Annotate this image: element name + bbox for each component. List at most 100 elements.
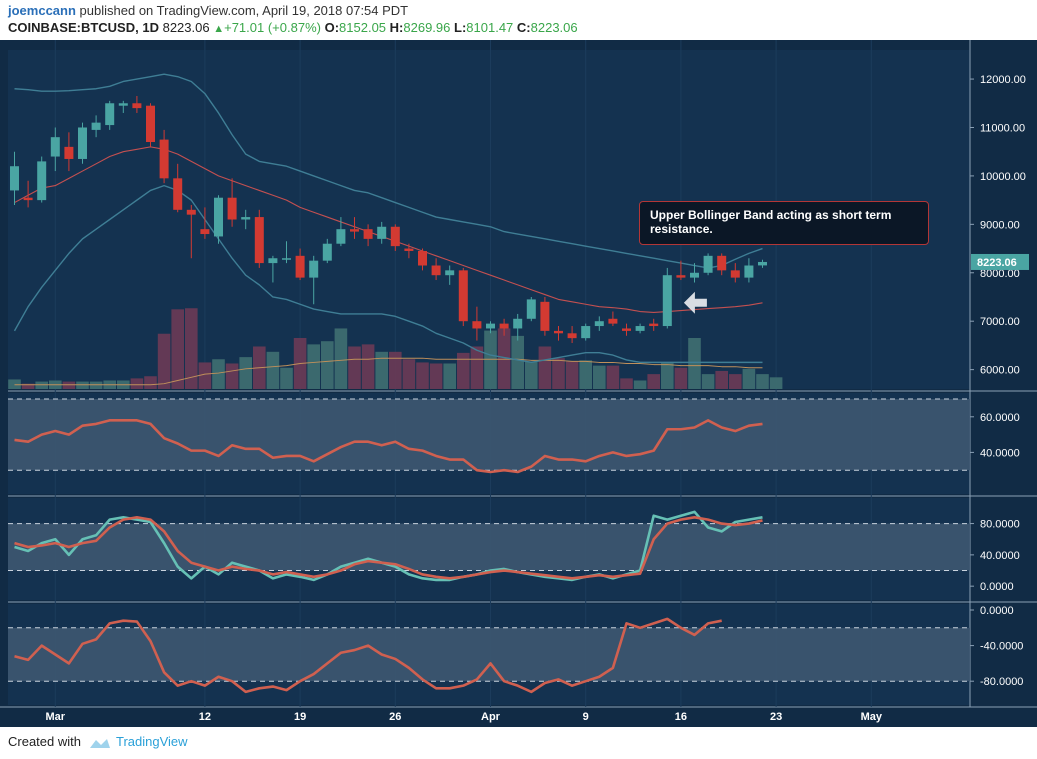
candle-body bbox=[608, 318, 618, 324]
high-label: H: bbox=[389, 20, 404, 35]
created-with-text: Created with bbox=[8, 734, 81, 749]
last-price-tag-label: 8223.06 bbox=[977, 257, 1017, 269]
candle-body bbox=[390, 226, 400, 247]
candle-body bbox=[730, 270, 740, 278]
candle-body bbox=[758, 261, 767, 266]
candle-body bbox=[513, 318, 523, 329]
volume-bar bbox=[742, 368, 756, 389]
volume-bar bbox=[688, 338, 701, 389]
bollinger-lower-line bbox=[13, 184, 763, 364]
cci-tick-label: -40.0000 bbox=[980, 641, 1023, 653]
date-tick-label: Mar bbox=[46, 711, 66, 723]
volume-bar bbox=[633, 380, 647, 389]
volume-bar bbox=[470, 346, 484, 389]
published-text: published on TradingView.com, April 19, … bbox=[79, 3, 409, 18]
symbol-line: COINBASE:BTCUSD, 1D 8223.06 ▲+71.01 (+0.… bbox=[8, 20, 578, 35]
left-arrow-icon bbox=[683, 291, 707, 314]
tradingview-cloud-icon bbox=[89, 738, 110, 748]
volume-bar bbox=[593, 365, 606, 389]
volume-bar bbox=[280, 367, 293, 389]
volume-bar bbox=[457, 352, 470, 389]
volume-bar bbox=[185, 308, 198, 389]
volume-bar bbox=[511, 335, 524, 389]
price-tick-label: 7000.00 bbox=[980, 316, 1020, 328]
volume-bar bbox=[321, 341, 334, 389]
candle-body bbox=[717, 255, 727, 271]
chart-frame[interactable]: 12000.00 11000.00 10000.00 9000.00 8000.00 70… bbox=[0, 40, 1037, 727]
date-tick-label: 9 bbox=[583, 711, 589, 723]
candle-body bbox=[690, 272, 699, 278]
candle-body bbox=[649, 323, 659, 327]
candle-body bbox=[594, 321, 604, 327]
volume-bar bbox=[620, 378, 633, 389]
date-tick-label: 16 bbox=[675, 711, 687, 723]
volume-bar bbox=[497, 328, 511, 389]
candle-body bbox=[350, 229, 359, 232]
volume-bar bbox=[89, 381, 103, 389]
candle-body bbox=[50, 137, 60, 157]
cci-tick-label: -80.0000 bbox=[980, 676, 1023, 688]
candle-body bbox=[268, 258, 278, 264]
candle-body bbox=[404, 248, 414, 251]
candle-body bbox=[254, 217, 264, 264]
cci-line bbox=[14, 617, 722, 694]
volume-bar bbox=[212, 359, 225, 389]
volume-bar bbox=[62, 381, 76, 389]
date-tick-label: 19 bbox=[294, 711, 306, 723]
volume-bar bbox=[729, 374, 742, 389]
stoch-tick-label: 80.0000 bbox=[980, 519, 1020, 531]
cci-tick-label: 0.0000 bbox=[980, 605, 1014, 617]
price-tick-label: 6000.00 bbox=[980, 365, 1020, 377]
candle-body bbox=[486, 323, 495, 329]
volume-bar bbox=[157, 333, 171, 389]
footer: Created with TradingView bbox=[8, 734, 188, 749]
volume-bar bbox=[402, 359, 416, 389]
volume-bar bbox=[701, 374, 715, 389]
date-tick-label: 23 bbox=[770, 711, 782, 723]
author-link[interactable]: joemccann bbox=[8, 3, 76, 18]
volume-bar bbox=[443, 363, 456, 389]
cci-band-fill bbox=[8, 627, 970, 682]
symbol-label: COINBASE:BTCUSD, 1D bbox=[8, 20, 159, 35]
candle-body bbox=[676, 275, 686, 278]
last-price: 8223.06 bbox=[162, 20, 210, 35]
tradingview-link[interactable]: TradingView bbox=[116, 734, 188, 749]
volume-bar bbox=[389, 351, 402, 389]
volume-bar bbox=[266, 351, 280, 389]
candle-body bbox=[309, 260, 319, 278]
candle-body bbox=[105, 103, 115, 126]
candle-body bbox=[363, 229, 373, 239]
bollinger-basis-line bbox=[14, 146, 763, 314]
candle-body bbox=[64, 146, 74, 159]
volume-bar bbox=[552, 358, 565, 389]
rsi-line bbox=[14, 419, 763, 474]
rsi-tick-label: 40.0000 bbox=[980, 447, 1020, 459]
volume-bar bbox=[661, 362, 674, 389]
volume-bar bbox=[307, 344, 320, 389]
chart-canvas[interactable]: 12000.00 11000.00 10000.00 9000.00 8000.00 70… bbox=[0, 40, 1037, 727]
candle-body bbox=[662, 275, 672, 327]
candle-body bbox=[78, 127, 87, 159]
candle-body bbox=[458, 270, 468, 322]
volume-bar bbox=[647, 374, 660, 389]
candle-body bbox=[227, 197, 237, 220]
price-tick-label: 11000.00 bbox=[980, 122, 1025, 134]
candle-body bbox=[499, 323, 509, 329]
date-tick-label: Apr bbox=[481, 711, 501, 723]
candle-body bbox=[567, 333, 577, 339]
candle-body bbox=[540, 301, 550, 331]
volume-bar bbox=[21, 383, 35, 389]
price-change: +71.01 (+0.87%) bbox=[224, 20, 321, 35]
volume-bar bbox=[538, 346, 552, 389]
candle-body bbox=[622, 328, 631, 331]
candle-body bbox=[377, 226, 387, 239]
close-label: C: bbox=[516, 20, 531, 35]
candle-body bbox=[241, 217, 251, 220]
candle-body bbox=[526, 299, 536, 319]
annotation-callout[interactable]: Upper Bollinger Band acting as short ter… bbox=[639, 201, 929, 245]
low-value: 8101.47 bbox=[466, 20, 514, 35]
candle-body bbox=[744, 265, 754, 278]
candle-body bbox=[431, 265, 441, 276]
candle-body bbox=[23, 197, 33, 201]
volume-bar bbox=[361, 344, 375, 389]
